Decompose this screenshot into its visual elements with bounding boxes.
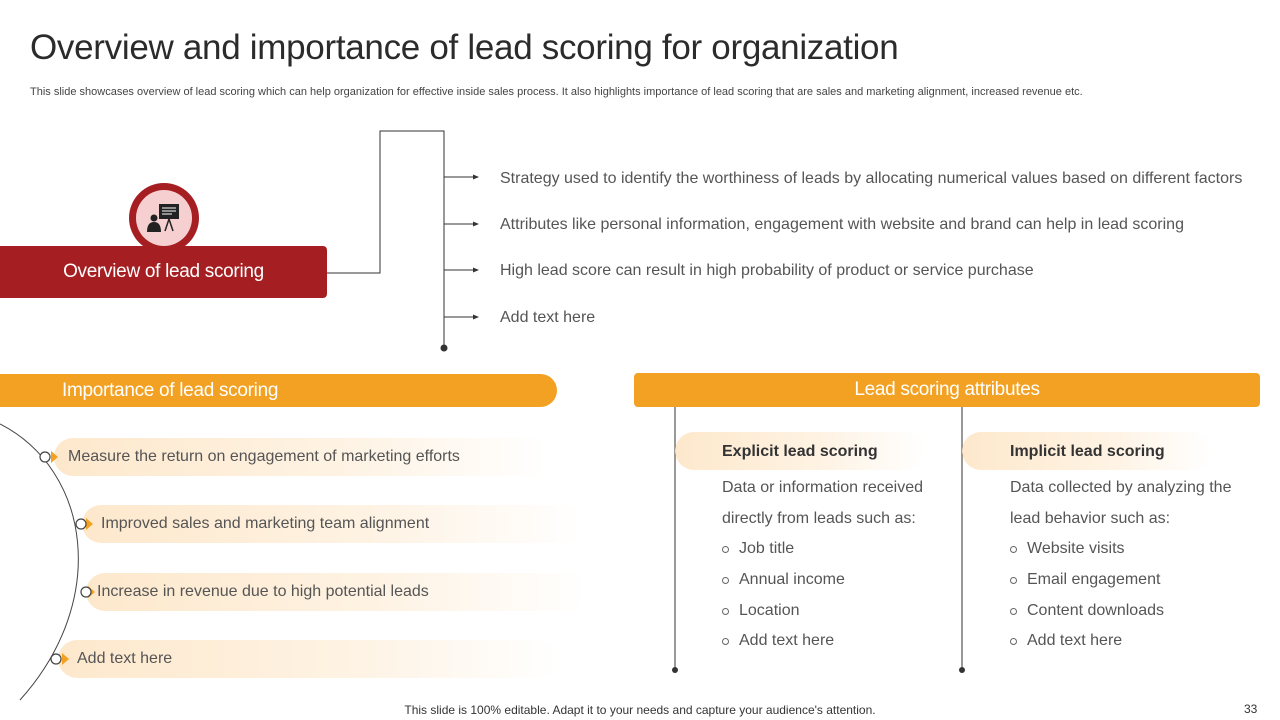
- overview-point: Attributes like personal information, en…: [500, 216, 1184, 233]
- implicit-title: Implicit lead scoring: [1010, 443, 1165, 460]
- attributes-banner: Lead scoring attributes: [634, 373, 1260, 407]
- chevron-right-icon: [86, 518, 93, 530]
- page-number: 33: [1244, 702, 1258, 716]
- overview-point: High lead score can result in high proba…: [500, 262, 1034, 279]
- importance-item: Improved sales and marketing team alignm…: [82, 505, 582, 543]
- explicit-bullet: Annual income: [722, 571, 845, 589]
- page-title: Overview and importance of lead scoring …: [30, 28, 899, 67]
- overview-point: Strategy used to identify the worthiness…: [500, 170, 1243, 187]
- chevron-right-icon: [62, 653, 69, 665]
- implicit-bullet: Content downloads: [1010, 602, 1164, 620]
- explicit-title: Explicit lead scoring: [722, 443, 878, 460]
- implicit-header-pill: [962, 432, 1212, 470]
- explicit-desc-line: directly from leads such as:: [722, 510, 916, 527]
- importance-item: Increase in revenue due to high potentia…: [86, 573, 586, 611]
- footer-note: This slide is 100% editable. Adapt it to…: [404, 703, 876, 717]
- importance-banner: Importance of lead scoring: [0, 374, 557, 407]
- explicit-desc-line: Data or information received: [722, 479, 923, 496]
- bullet-ring-icon: [1010, 576, 1017, 584]
- overview-banner: Overview of lead scoring: [0, 246, 327, 298]
- importance-item-label: Increase in revenue due to high potentia…: [97, 583, 429, 600]
- importance-item: Add text here: [58, 640, 558, 678]
- explicit-description: Data or information received directly fr…: [722, 472, 923, 534]
- importance-item: Measure the return on engagement of mark…: [54, 438, 549, 476]
- implicit-bullet: Email engagement: [1010, 571, 1160, 589]
- presentation-icon: [147, 204, 179, 232]
- implicit-desc-line: Data collected by analyzing the: [1010, 479, 1232, 496]
- arc-markers: [39, 451, 92, 665]
- implicit-desc-line: lead behavior such as:: [1010, 510, 1171, 527]
- explicit-bullet: Location: [722, 602, 800, 620]
- explicit-header-pill: [675, 432, 925, 470]
- bullet-ring-icon: [722, 545, 729, 553]
- explicit-bullet: Job title: [722, 540, 794, 558]
- implicit-bullet: Add text here: [1010, 632, 1122, 650]
- page-subtitle: This slide showcases overview of lead sc…: [30, 86, 1083, 98]
- bullet-ring-icon: [1010, 607, 1017, 615]
- importance-item-label: Add text here: [77, 650, 173, 667]
- importance-item-label: Improved sales and marketing team alignm…: [101, 515, 430, 532]
- overview-point: Add text here: [500, 309, 596, 326]
- bullet-ring-icon: [1010, 545, 1017, 553]
- importance-item-label: Measure the return on engagement of mark…: [68, 448, 460, 465]
- explicit-bullet: Add text here: [722, 632, 834, 650]
- presentation-icon-badge: [129, 183, 199, 253]
- bullet-ring-icon: [1010, 637, 1017, 645]
- implicit-description: Data collected by analyzing the lead beh…: [1010, 472, 1231, 534]
- bullet-ring-icon: [722, 576, 729, 584]
- bullet-ring-icon: [722, 607, 729, 615]
- bullet-ring-icon: [722, 637, 729, 645]
- implicit-bullet: Website visits: [1010, 540, 1125, 558]
